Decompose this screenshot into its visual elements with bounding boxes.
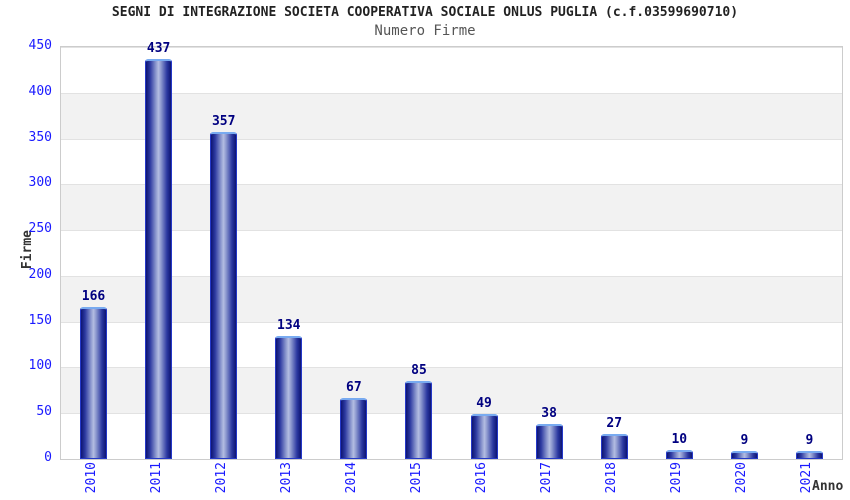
bar-value-label: 49 [476,396,492,412]
gridline [61,413,842,415]
bar-value-label: 38 [541,406,557,422]
plot-band [61,184,842,231]
bar-value-label: 85 [411,363,427,379]
chart-subtitle: Numero Firme [374,23,476,39]
bar-2021 [795,450,823,459]
gridline [61,184,842,186]
plot-band [61,321,842,368]
bar-2010 [80,307,108,459]
y-tick-label: 150 [28,312,52,328]
x-axis-title: Anno [812,479,844,494]
bar-2020 [730,450,758,459]
gridline [61,47,842,48]
y-tick-label: 50 [36,404,52,420]
x-tick-label: 2012 [213,462,229,494]
x-tick-label: 2013 [278,462,294,494]
plot-band [61,413,842,459]
x-tick-label: 2011 [148,462,164,494]
bar-2011 [145,58,173,459]
x-tick-label: 2016 [474,462,490,494]
bar-2019 [665,449,693,459]
bar-value-label: 437 [146,40,171,56]
x-tick-label: 2015 [408,462,424,494]
y-tick-label: 350 [28,129,52,145]
y-tick-label: 200 [28,266,52,282]
gridline [61,138,842,140]
y-tick-label: 250 [28,221,52,237]
bar-2014 [340,397,368,459]
gridline [61,230,842,232]
x-tick-label: 2014 [343,462,359,494]
plot-area: 166 437 357 134 67 85 49 38 27 10 9 9 [60,41,843,460]
x-tick-label: 2019 [669,462,685,494]
bar-value-label: 357 [211,114,236,130]
bar-2015 [405,381,433,459]
plot-band [61,92,842,139]
gridline [61,275,842,277]
chart-title: SEGNI DI INTEGRAZIONE SOCIETA COOPERATIV… [111,5,739,20]
y-tick-label: 450 [28,38,52,53]
plot-band [61,275,842,322]
bar-value-label: 166 [81,289,106,305]
x-tick-label: 2020 [734,462,750,494]
y-tick-label: 300 [28,175,52,191]
y-tick-label: 0 [44,450,52,465]
bar-value-label: 10 [671,431,688,447]
gridline [61,92,842,94]
bar-2018 [600,434,628,459]
bar-2013 [275,336,303,459]
plot-band [61,138,842,185]
plot-band [61,230,842,276]
bar-value-label: 27 [606,416,623,432]
bar-2016 [470,414,498,459]
bar-2017 [535,424,563,459]
gridline [61,321,842,323]
x-tick-label: 2018 [604,462,620,494]
x-tick-label: 2010 [83,462,99,494]
bar-value-label: 134 [277,318,301,334]
plot-band [61,367,842,414]
bar-value-label: 67 [346,379,362,395]
gridline [61,367,842,369]
x-tick-label: 2017 [539,462,555,494]
plot-band [61,47,842,93]
y-tick-label: 400 [28,83,52,99]
bar-2012 [210,132,238,459]
bar-value-label: 9 [740,432,749,448]
bar-value-label: 9 [805,432,814,448]
y-tick-label: 100 [28,358,52,374]
